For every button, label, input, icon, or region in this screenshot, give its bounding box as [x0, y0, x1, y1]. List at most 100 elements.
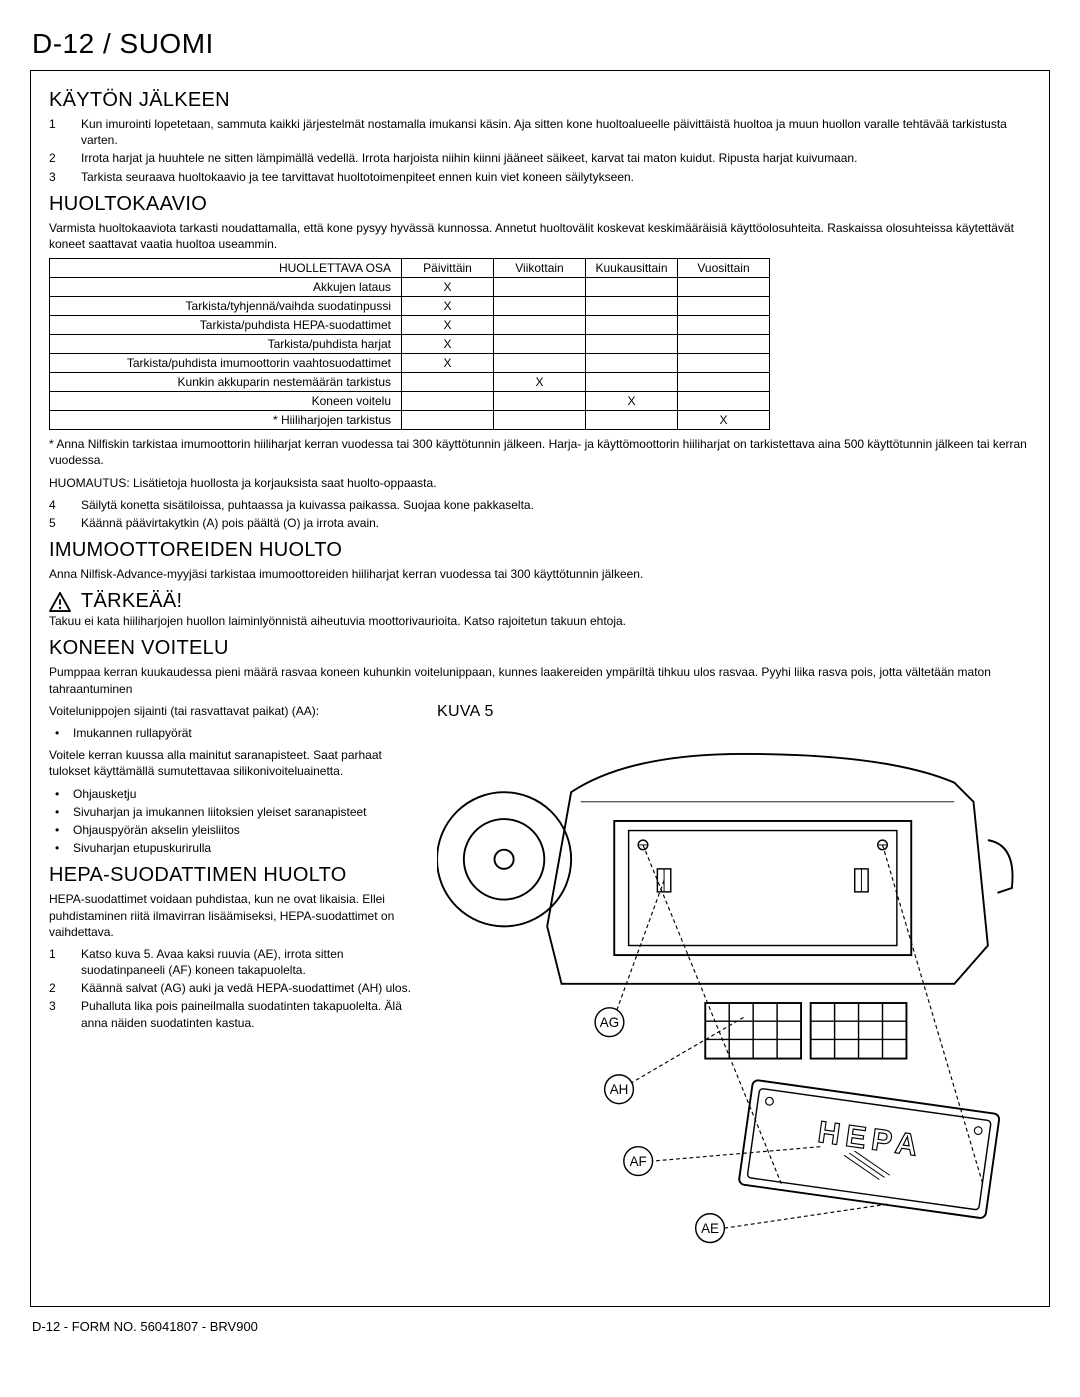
table-row: Kunkin akkuparin nestemäärän tarkistusX — [50, 373, 770, 392]
item-text: Käännä päävirtakytkin (A) pois päältä (O… — [81, 515, 379, 531]
callout-ah: AH — [610, 1082, 629, 1097]
cell: X — [402, 316, 494, 335]
item-text: Kun imurointi lopetetaan, sammuta kaikki… — [81, 116, 1031, 148]
maintenance-table: HUOLLETTAVA OSA Päivittäin Viikottain Ku… — [49, 258, 770, 430]
schedule-footnote: * Anna Nilfiskin tarkistaa imumoottorin … — [49, 436, 1031, 468]
bullet-icon: • — [49, 786, 73, 802]
item-text: Sivuharjan etupuskurirulla — [73, 840, 211, 856]
lube-list-2: •Ohjausketju •Sivuharjan ja imukannen li… — [49, 786, 419, 857]
table-header-row: HUOLLETTAVA OSA Päivittäin Viikottain Ku… — [50, 259, 770, 278]
cell: X — [494, 373, 586, 392]
bullet-icon: • — [49, 725, 73, 741]
cell — [678, 335, 770, 354]
list-item: •Ohjausketju — [49, 786, 419, 802]
list-item: 1Kun imurointi lopetetaan, sammuta kaikk… — [49, 116, 1031, 148]
callout-ag: AG — [600, 1015, 619, 1030]
table-header: Päivittäin — [402, 259, 494, 278]
item-number: 1 — [49, 116, 81, 148]
cell: X — [678, 411, 770, 430]
cell — [586, 335, 678, 354]
table-header: Kuukausittain — [586, 259, 678, 278]
table-header: Viikottain — [494, 259, 586, 278]
machine-body — [547, 754, 1012, 984]
vacuum-text: Anna Nilfisk-Advance-myyjäsi tarkistaa i… — [49, 566, 1031, 582]
table-row: Tarkista/puhdista HEPA-suodattimetX — [50, 316, 770, 335]
lube-p1: Voitelunippojen sijainti (tai rasvattava… — [49, 703, 419, 719]
cell — [678, 278, 770, 297]
cell: X — [402, 335, 494, 354]
cell — [586, 354, 678, 373]
table-header: Vuosittain — [678, 259, 770, 278]
after-use-list: 1Kun imurointi lopetetaan, sammuta kaikk… — [49, 116, 1031, 185]
cell — [494, 411, 586, 430]
hepa-list: 1Katso kuva 5. Avaa kaksi ruuvia (AE), i… — [49, 946, 419, 1031]
cell: X — [402, 278, 494, 297]
cell — [586, 278, 678, 297]
row-label: Tarkista/tyhjennä/vaihda suodatinpussi — [50, 297, 402, 316]
cell — [402, 392, 494, 411]
list-item: •Sivuharjan ja imukannen liitoksien ylei… — [49, 804, 419, 820]
table-row: Tarkista/puhdista harjatX — [50, 335, 770, 354]
cell — [586, 373, 678, 392]
item-text: Käännä salvat (AG) auki ja vedä HEPA-suo… — [81, 980, 411, 996]
cell — [402, 373, 494, 392]
cell — [494, 335, 586, 354]
figure-column: KUVA 5 — [437, 703, 1031, 1288]
cell — [678, 316, 770, 335]
item-text: Ohjauspyörän akselin yleisliitos — [73, 822, 240, 838]
schedule-post-list: 4Säilytä konetta sisätiloissa, puhtaassa… — [49, 497, 1031, 531]
heading-important: TÄRKEÄÄ! — [81, 590, 182, 613]
important-row: TÄRKEÄÄ! — [49, 590, 1031, 613]
cell — [494, 316, 586, 335]
cell — [678, 297, 770, 316]
list-item: •Ohjauspyörän akselin yleisliitos — [49, 822, 419, 838]
item-text: Puhalluta lika pois paineilmalla suodati… — [81, 998, 419, 1030]
page-footer: D-12 - FORM NO. 56041807 - BRV900 — [30, 1319, 1050, 1334]
item-text: Tarkista seuraava huoltokaavio ja tee ta… — [81, 169, 634, 185]
lube-p2: Voitele kerran kuussa alla mainitut sara… — [49, 747, 419, 779]
document-title: D-12 / SUOMI — [30, 28, 1050, 60]
hepa-filters — [705, 1003, 906, 1059]
heading-lubrication: KONEEN VOITELU — [49, 637, 1031, 660]
hepa-panel: HEPA — [738, 1079, 999, 1218]
cell — [586, 316, 678, 335]
list-item: 4Säilytä konetta sisätiloissa, puhtaassa… — [49, 497, 1031, 513]
heading-schedule: HUOLTOKAAVIO — [49, 193, 1031, 216]
cell — [678, 354, 770, 373]
table-row: Tarkista/puhdista imumoottorin vaahtosuo… — [50, 354, 770, 373]
heading-after-use: KÄYTÖN JÄLKEEN — [49, 89, 1031, 112]
item-number: 1 — [49, 946, 81, 978]
cell — [678, 373, 770, 392]
list-item: •Sivuharjan etupuskurirulla — [49, 840, 419, 856]
list-item: 5Käännä päävirtakytkin (A) pois päältä (… — [49, 515, 1031, 531]
item-number: 3 — [49, 998, 81, 1030]
table-row: Akkujen latausX — [50, 278, 770, 297]
list-item: •Imukannen rullapyörät — [49, 725, 419, 741]
table-row: Koneen voiteluX — [50, 392, 770, 411]
list-item: 3Puhalluta lika pois paineilmalla suodat… — [49, 998, 419, 1030]
item-text: Ohjausketju — [73, 786, 136, 802]
item-number: 5 — [49, 515, 81, 531]
cell — [402, 411, 494, 430]
important-text: Takuu ei kata hiiliharjojen huollon laim… — [49, 613, 1031, 629]
row-label: Tarkista/puhdista HEPA-suodattimet — [50, 316, 402, 335]
item-text: Irrota harjat ja huuhtele ne sitten lämp… — [81, 150, 857, 166]
row-label: Tarkista/puhdista harjat — [50, 335, 402, 354]
table-row: Tarkista/tyhjennä/vaihda suodatinpussiX — [50, 297, 770, 316]
page-frame: KÄYTÖN JÄLKEEN 1Kun imurointi lopetetaan… — [30, 70, 1050, 1307]
item-text: Säilytä konetta sisätiloissa, puhtaassa … — [81, 497, 534, 513]
item-text: Sivuharjan ja imukannen liitoksien yleis… — [73, 804, 367, 820]
cell — [494, 354, 586, 373]
lubrication-intro: Pumppaa kerran kuukaudessa pieni määrä r… — [49, 664, 1031, 696]
callout-ae: AE — [701, 1221, 719, 1236]
list-item: 1Katso kuva 5. Avaa kaksi ruuvia (AE), i… — [49, 946, 419, 978]
cell: X — [402, 297, 494, 316]
item-number: 4 — [49, 497, 81, 513]
item-number: 2 — [49, 150, 81, 166]
cell — [494, 392, 586, 411]
schedule-intro: Varmista huoltokaaviota tarkasti noudatt… — [49, 220, 1031, 252]
cell — [586, 411, 678, 430]
cell — [586, 297, 678, 316]
callout-af: AF — [630, 1154, 647, 1169]
item-text: Imukannen rullapyörät — [73, 725, 192, 741]
